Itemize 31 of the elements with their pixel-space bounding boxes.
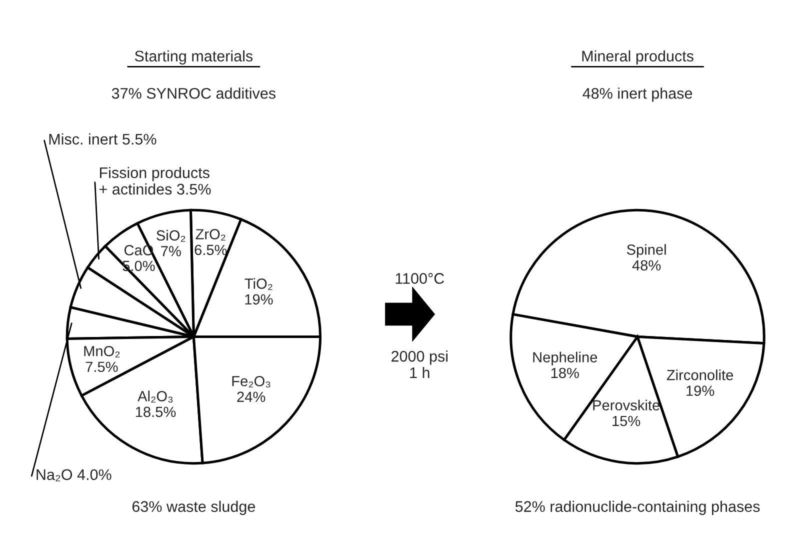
chart-title: Mineral products [582,50,694,65]
data-label: 18.5% [136,406,176,418]
slice-label: MnO₂ [84,346,120,358]
slice-label: ZrO₂ [196,229,226,240]
slice-label: SiO₂ [156,230,186,242]
text: 2000 psi 1 h [392,350,448,378]
data-label: 48% [632,260,661,271]
slice-label: Al₂O₃ [138,390,173,403]
slice-label: Zirconolite [666,370,734,380]
slice-label: Spinel [626,244,666,258]
data-label: 19% [686,386,714,396]
data-label: 7.5% [86,362,118,372]
data-label: 24% [237,392,266,402]
slice-label: Na₂O 4.0% [36,469,112,482]
slice-label: Nepheline [533,352,598,366]
slice-label: Perovskite [593,400,660,410]
text: 37% SYNROC additives [112,88,276,99]
text: 1100°C [396,273,444,284]
text: 63% waste sludge [132,500,256,515]
data-label: 6.5% [194,244,227,256]
slice-label: Misc. inert 5.5% [49,133,156,145]
data-label: 19% [245,294,273,305]
text: 48% inert phase [582,88,692,102]
text: 52% radionuclide-containing phases [515,500,760,515]
slice-label: TiO₂ [244,278,272,290]
slice-label: Fission products + actinides 3.5% [99,166,211,195]
chart-title: Starting materials [134,50,253,65]
data-label: 18% [551,368,579,378]
data-label: 15% [612,416,640,426]
data-label: 7% [161,246,181,256]
slice-label: Fe₂O₃ [232,376,270,388]
